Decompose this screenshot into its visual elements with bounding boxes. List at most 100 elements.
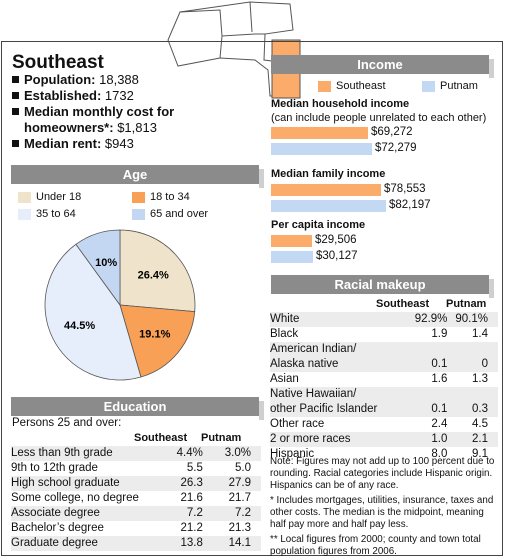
education-row-label: 9th to 12th grade bbox=[11, 462, 98, 474]
education-value-putnam: 5.0 bbox=[235, 462, 251, 474]
education-row-label: Some college, no degree bbox=[11, 492, 139, 504]
education-row: Some college, no degree 21.6 21.7 bbox=[11, 491, 261, 506]
bullet-icon bbox=[12, 76, 19, 83]
race-row-label: White bbox=[270, 312, 380, 327]
education-row-label: Associate degree bbox=[11, 507, 100, 519]
legend-label-southeast: Southeast bbox=[336, 80, 386, 92]
education-value-southeast: 21.2 bbox=[180, 522, 203, 534]
income-bar-label: $72,279 bbox=[375, 142, 417, 154]
region-title: Southeast bbox=[12, 52, 104, 73]
race-value-putnam: 9.1 bbox=[472, 448, 488, 460]
race-row-label: Other race bbox=[270, 417, 380, 432]
race-value-putnam: 0 bbox=[481, 358, 488, 370]
race-row-label-line: Other race bbox=[270, 418, 325, 430]
fact-median-rent: Median rent: $943 bbox=[12, 136, 267, 152]
education-value-putnam: 3.0% bbox=[224, 447, 251, 459]
race-row: Native Hawaiian/other Pacific Islander 0.… bbox=[270, 387, 498, 417]
age-heading: Age bbox=[11, 165, 264, 188]
education-row-label: Graduate degree bbox=[11, 537, 98, 549]
legend-label-under18: Under 18 bbox=[36, 191, 82, 203]
region-facts: Population: 18,388 Established: 1732 Med… bbox=[12, 72, 267, 152]
race-value-putnam: 4.5 bbox=[472, 418, 488, 430]
education-row: Graduate degree 13.8 14.1 bbox=[11, 536, 261, 551]
race-row: White 92.9% 90.1% bbox=[270, 312, 498, 327]
income-bar-southeast bbox=[271, 184, 381, 196]
race-value-putnam: 1.3 bbox=[472, 373, 488, 385]
race-row: Black 1.9 1.4 bbox=[270, 327, 498, 342]
race-table: White 92.9% 90.1% Black 1.9 1.4 American India… bbox=[270, 312, 498, 462]
income-bar-putnam bbox=[271, 251, 313, 263]
race-value-southeast: 1.9 bbox=[431, 328, 448, 340]
race-value-southeast: 8.0 bbox=[431, 448, 448, 460]
income-bar-southeast bbox=[271, 235, 312, 247]
fact-established: Established: 1732 bbox=[12, 88, 267, 104]
fact-median-cost: Median monthly cost for homeowners*: $1,… bbox=[12, 104, 267, 136]
note-sources: ** Local figures from 2000; county and t… bbox=[270, 534, 481, 557]
education-value-putnam: 27.9 bbox=[228, 477, 251, 489]
legend-label-65plus: 65 and over bbox=[150, 208, 209, 220]
income-bar-label: $69,272 bbox=[371, 126, 413, 138]
legend-swatch-65plus bbox=[132, 209, 145, 220]
education-value-putnam: 14.1 bbox=[228, 537, 251, 549]
pie-slice-under-18 bbox=[119, 229, 196, 313]
education-row-label: High school graduate bbox=[11, 477, 120, 489]
race-row-label-line: other Pacific Islander bbox=[270, 403, 378, 415]
age-pie-chart: 26.4% 19.1% 44.5% 10% bbox=[44, 229, 196, 381]
bullet-icon bbox=[12, 92, 19, 99]
race-value-southeast: 1.0 bbox=[431, 433, 448, 445]
income-heading: Income bbox=[271, 55, 494, 78]
race-value-putnam: 0.3 bbox=[472, 403, 488, 415]
race-row: Other race 2.4 4.5 bbox=[270, 417, 498, 432]
race-row-label: American Indian/Alaska native bbox=[270, 342, 380, 372]
pie-slice-18-to-34 bbox=[119, 304, 196, 378]
education-row-label: Bachelor’s degree bbox=[11, 522, 104, 534]
race-value-southeast: 0.1 bbox=[431, 403, 448, 415]
income-bar-southeast bbox=[271, 127, 368, 139]
education-row: Bachelor’s degree 21.2 21.3 bbox=[11, 521, 261, 536]
race-row: American Indian/Alaska native 0.1 0 bbox=[270, 342, 498, 372]
legend-label-18-34: 18 to 34 bbox=[150, 191, 190, 203]
race-row-label: Black bbox=[270, 327, 380, 342]
note-rounding: Note: Figures may not add up to 100 perc… bbox=[270, 456, 495, 491]
race-row-label: 2 or more races bbox=[270, 432, 380, 447]
race-row-label-line: Black bbox=[270, 328, 299, 340]
legend-swatch-18-34 bbox=[132, 192, 145, 203]
race-row-label-line: 2 or more races bbox=[270, 433, 351, 445]
income-group-title: Median household income bbox=[271, 98, 410, 110]
education-value-southeast: 4.4% bbox=[176, 447, 203, 459]
race-row: Hispanic 8.0 9.1 bbox=[270, 447, 498, 462]
race-row-label-line: Asian bbox=[270, 373, 299, 385]
legend-swatch-under18 bbox=[18, 192, 31, 203]
pie-slice-label: 10% bbox=[95, 257, 117, 269]
legend-label-35-64: 35 to 64 bbox=[36, 208, 76, 220]
bullet-icon bbox=[12, 140, 19, 147]
race-row-label: Native Hawaiian/other Pacific Islander bbox=[270, 387, 380, 417]
pie-slice-35-to-64 bbox=[44, 243, 142, 381]
income-group-title: Per capita income bbox=[271, 219, 366, 231]
pie-slice-label: 26.4% bbox=[138, 270, 169, 282]
note-costs: * Includes mortgages, utilities, insuran… bbox=[270, 495, 494, 530]
income-bar-label: $78,553 bbox=[384, 183, 426, 195]
race-col-southeast: Southeast bbox=[376, 298, 430, 310]
race-value-southeast: 1.6 bbox=[431, 373, 448, 385]
race-row-label: Asian bbox=[270, 372, 380, 387]
education-value-southeast: 7.2 bbox=[186, 507, 203, 519]
fact-population: Population: 18,388 bbox=[12, 72, 267, 88]
race-row-label-line: Native Hawaiian/ bbox=[270, 388, 357, 400]
income-bar-putnam bbox=[271, 200, 386, 212]
legend-label-putnam: Putnam bbox=[440, 80, 478, 92]
income-bar-label: $82,197 bbox=[389, 199, 431, 211]
race-row: Asian 1.6 1.3 bbox=[270, 372, 498, 387]
pie-slice-65-and-over bbox=[75, 229, 121, 307]
legend-swatch-southeast bbox=[318, 81, 331, 92]
race-value-southeast: 92.9% bbox=[414, 313, 448, 325]
education-row-label: Less than 9th grade bbox=[11, 447, 113, 459]
legend-swatch-putnam bbox=[422, 81, 435, 92]
race-row-label-line: Alaska native bbox=[270, 358, 339, 370]
education-subheading: Persons 25 and over: bbox=[12, 417, 122, 429]
income-group-subtitle: (can include people unrelated to each ot… bbox=[271, 112, 487, 124]
income-bar-putnam bbox=[271, 143, 372, 155]
race-heading: Racial makeup bbox=[271, 275, 494, 298]
education-value-southeast: 5.5 bbox=[186, 462, 203, 474]
education-heading: Education bbox=[11, 397, 264, 420]
